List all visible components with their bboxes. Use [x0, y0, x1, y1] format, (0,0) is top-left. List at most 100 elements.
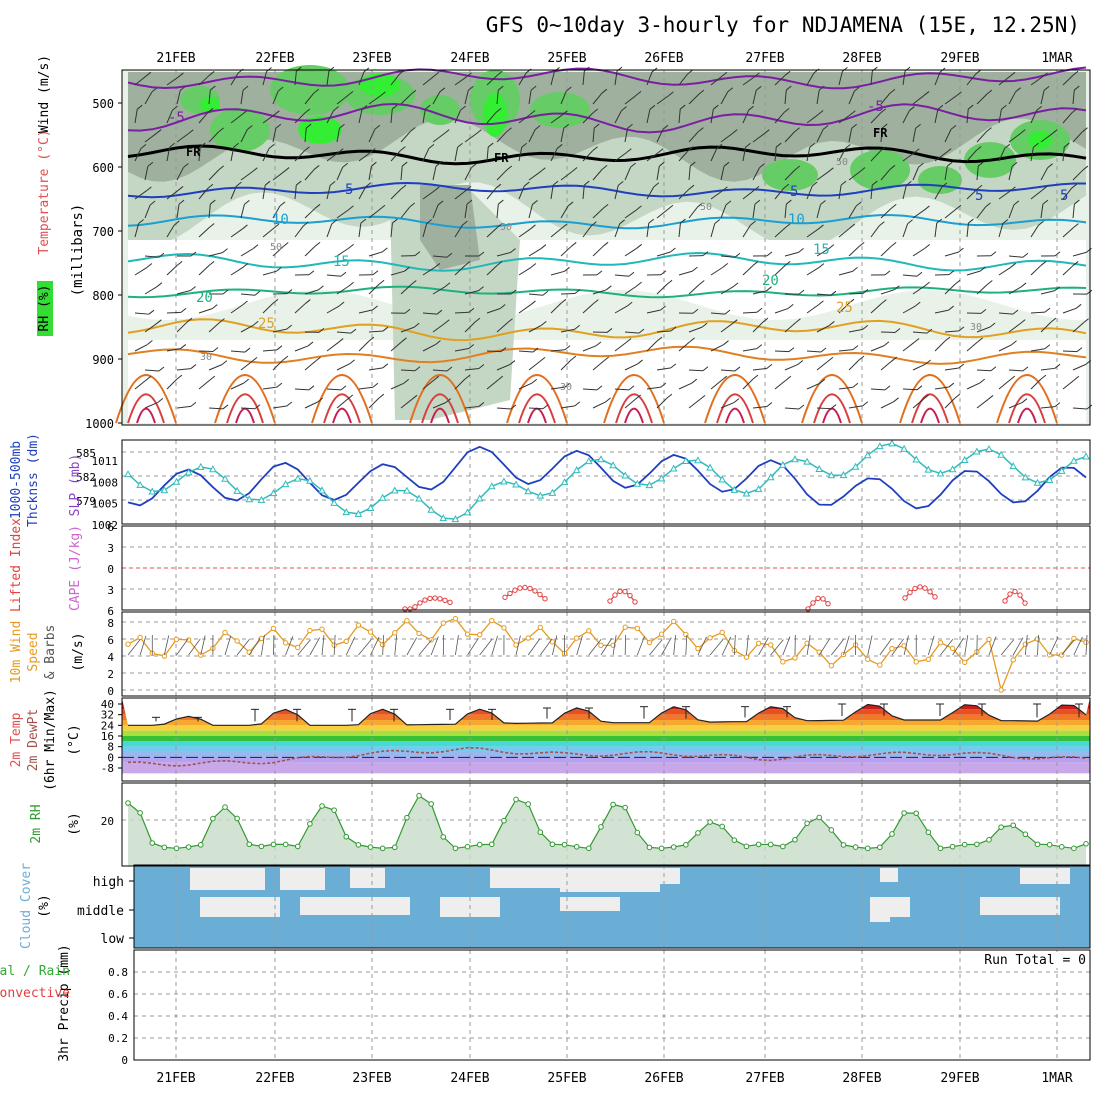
rh2m-point	[574, 844, 579, 849]
wind-barb	[401, 370, 415, 371]
li-point	[908, 590, 912, 594]
date-label-top: 29FEB	[940, 51, 979, 66]
pressure-tick: 800	[92, 289, 114, 303]
li-point	[928, 590, 932, 594]
precip-total-label: Total / Rain	[0, 964, 70, 979]
li-point	[821, 597, 825, 601]
rh-axis-label: RH (%)	[37, 285, 52, 332]
li-point	[403, 607, 407, 611]
wind10-axis-label-d: (m/s)	[71, 632, 86, 671]
temp2m-axis-label-a: 2m Temp	[9, 712, 24, 767]
wind10-barb	[407, 638, 417, 655]
rh2m-point	[720, 824, 725, 829]
wind10-axis-label-a: 10m Wind	[9, 621, 24, 684]
wind10-barb	[965, 635, 968, 655]
rh2m-point	[914, 811, 919, 816]
li-point	[543, 596, 547, 600]
wind-speed-point	[380, 643, 384, 647]
chart-title: GFS 0~10day 3-hourly for NDJAMENA (15E, …	[486, 13, 1080, 37]
li-point	[608, 599, 612, 603]
wind10-barb	[540, 639, 552, 655]
wind-barb	[487, 351, 501, 352]
cloud-clear-patch	[560, 897, 620, 911]
temp2m-axis-label-c: (6hr Min/Max)	[43, 689, 58, 791]
wind10-barb	[637, 636, 644, 655]
cloud-clear-patch	[870, 897, 890, 922]
precip-tick: 0.2	[108, 1032, 128, 1045]
slp-point	[380, 495, 386, 501]
slp-point	[707, 465, 713, 471]
rh2m-point	[938, 846, 943, 851]
thickness-axis-label-b: Thcknss (dm)	[26, 433, 41, 527]
rh-contour-label: 30	[970, 322, 982, 333]
cloud-clear-patch	[640, 868, 680, 884]
wind10-barb	[1001, 640, 1014, 655]
slp-point	[525, 488, 531, 494]
freezing-label: FR	[494, 151, 509, 165]
rh2m-point	[295, 844, 300, 849]
rh2m-point	[587, 846, 592, 851]
temp-tick: -8	[101, 762, 114, 775]
rh2m-point	[599, 825, 604, 830]
contour-label: 15	[813, 242, 830, 258]
li-point	[538, 592, 542, 596]
wind-speed-point	[441, 621, 445, 625]
cloud-clear-patch	[490, 868, 570, 888]
rh2m-point	[235, 816, 240, 821]
li-point	[1003, 599, 1007, 603]
wind-speed-point	[829, 664, 833, 668]
wind-barb	[775, 351, 789, 352]
wind-speed-point	[587, 629, 591, 633]
li-point	[443, 598, 447, 602]
wind-speed-point	[950, 646, 954, 650]
precip-axis-label: 3hr Precip (mm)	[57, 944, 72, 1061]
pressure-units-label: (millibars)	[70, 204, 86, 297]
wind10-barb	[528, 639, 540, 655]
precip-panel-frame	[134, 950, 1090, 1060]
li-point	[428, 596, 432, 600]
pressure-tick: 700	[92, 225, 114, 239]
rh-contour-label: 50	[270, 242, 282, 253]
rh-green-patch	[530, 92, 590, 128]
date-label-top: 27FEB	[745, 51, 784, 66]
date-label-bottom: 25FEB	[547, 1071, 586, 1086]
li-point	[518, 586, 522, 590]
rh2m-point	[538, 830, 543, 835]
rh-tick: 20	[101, 815, 114, 828]
li-point	[1008, 592, 1012, 596]
temp-color-band	[122, 741, 1090, 746]
li-point	[806, 607, 810, 611]
rh2m-point	[162, 845, 167, 850]
pressure-tick: 600	[92, 161, 114, 175]
wind-speed-point	[793, 656, 797, 660]
wind-speed-point	[890, 646, 894, 650]
rh2m-axis-label-b: (%)	[67, 812, 82, 835]
rh2m-point	[659, 846, 664, 851]
rh2m-point	[671, 845, 676, 850]
wind-tick: 0	[107, 685, 114, 698]
wind-tick: 2	[107, 668, 114, 681]
rh-bright-patch	[483, 93, 507, 137]
rh2m-point	[477, 842, 482, 847]
li-point	[448, 600, 452, 604]
temp2m-axis-label-d: (°C)	[67, 724, 82, 755]
wind-speed-point	[659, 632, 663, 636]
wind-speed-point	[235, 639, 239, 643]
wind10-barb	[468, 638, 479, 655]
slp-tick: 1008	[92, 476, 119, 489]
rh2m-point	[198, 843, 203, 848]
cloud-clear-patch	[300, 897, 410, 915]
pressure-tick: 500	[92, 97, 114, 111]
cloud-clear-patch	[1020, 868, 1070, 884]
contour-label: 15	[333, 254, 350, 270]
date-label-bottom: 28FEB	[842, 1071, 881, 1086]
wind10-barb	[419, 640, 432, 655]
rh2m-point	[1035, 842, 1040, 847]
wind-barb	[455, 312, 469, 313]
rh2m-point	[708, 820, 713, 825]
rh2m-point	[392, 845, 397, 850]
li-tick: 3	[107, 542, 114, 555]
wind-speed-point	[647, 640, 651, 644]
li-point	[438, 597, 442, 601]
wind-speed-point	[465, 632, 469, 636]
